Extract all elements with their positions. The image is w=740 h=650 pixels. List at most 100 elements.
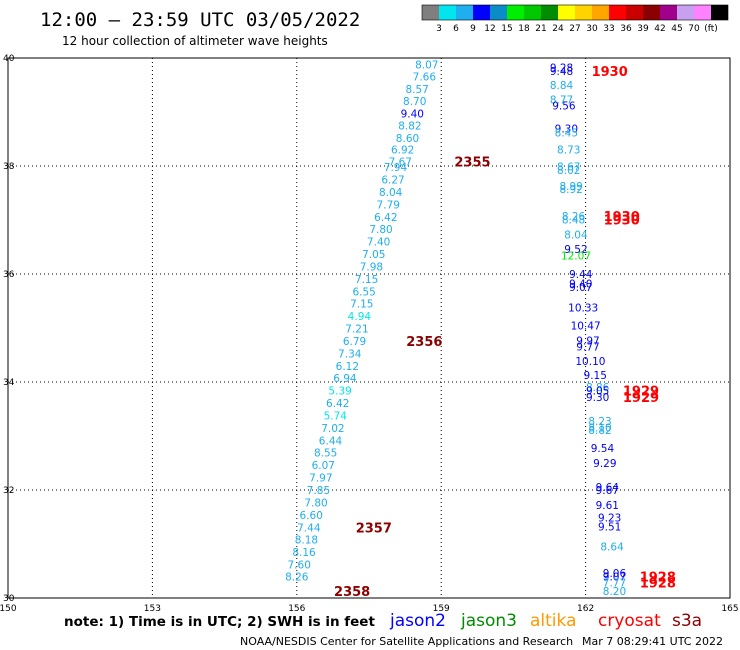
wave-height-point: 6.07 <box>312 460 335 472</box>
pass-time-label: 1929 <box>623 391 659 406</box>
plot-area: 150 153 156 159 162 1653032343638408.077.668.… <box>0 54 739 614</box>
wave-height-point: 7.66 <box>413 71 437 83</box>
wave-height-point: 7.44 <box>297 522 321 534</box>
legend-item-jason3: jason3 <box>460 611 517 631</box>
wave-height-point: 7.77 <box>603 577 626 589</box>
pass-time-label: 1928 <box>640 570 676 585</box>
wave-height-point: 7.80 <box>369 224 392 236</box>
plot-frame <box>7 57 731 599</box>
wave-height-point: 8.99 <box>559 181 582 193</box>
colorbar-label: 24 <box>552 24 564 34</box>
colorbar-label: 36 <box>620 24 632 34</box>
wave-height-point: 8.07 <box>415 59 438 71</box>
colorbar-label: 9 <box>470 24 476 34</box>
colorbar-label: 18 <box>518 24 530 34</box>
colorbar-swatch <box>558 5 575 20</box>
wave-height-point: 9.64 <box>596 482 620 494</box>
wave-height-point: 7.34 <box>338 348 362 360</box>
wave-height-point: 8.26 <box>562 211 586 223</box>
colorbar-label: 12 <box>484 24 495 34</box>
wave-height-point: 12.07 <box>561 251 591 263</box>
pass-time-label: 2357 <box>356 521 392 536</box>
colorbar-label: 21 <box>535 24 546 34</box>
wave-height-point: 7.05 <box>362 249 385 261</box>
wave-height-point: 8.20 <box>603 586 626 598</box>
chart-subtitle: 12 hour collection of altimeter wave hei… <box>62 34 328 48</box>
y-tick-label: 32 <box>3 486 14 496</box>
pass-time-label: 1930 <box>604 213 640 228</box>
legend-item-cryosat: cryosat <box>598 611 661 631</box>
pass-time-label: 2358 <box>334 585 370 600</box>
wave-height-point: 8.92 <box>559 184 582 196</box>
colorbar-swatch <box>677 5 694 20</box>
colorbar-label: 6 <box>453 24 459 34</box>
wave-height-point: 9.40 <box>401 109 424 121</box>
wave-height-point: 8.77 <box>550 95 573 107</box>
wave-height-point: 8.82 <box>588 425 611 437</box>
wave-height-point: 6.55 <box>352 286 375 298</box>
wave-height-point: 7.15 <box>350 299 373 311</box>
wave-height-point: 8.64 <box>600 542 624 554</box>
legend-item-altika: altika <box>530 611 577 631</box>
wave-height-point: 9.67 <box>596 485 619 497</box>
wave-height-point: 9.51 <box>598 522 621 534</box>
chart-title: 12:00 – 23:59 UTC 03/05/2022 <box>40 9 360 31</box>
wave-height-point: 9.40 <box>569 279 592 291</box>
footer-source: NOAA/NESDIS Center for Satellite Applica… <box>240 635 573 648</box>
wave-height-point: 9.28 <box>550 63 573 75</box>
colorbar-swatch <box>524 5 541 20</box>
color-scale-bar: 3 6 9 12 15 18 21 24 27 30 33 36 39 42 45 70 (ft) <box>421 4 729 34</box>
x-tick-label: 165 <box>721 604 738 614</box>
colorbar-swatch <box>609 5 626 20</box>
colorbar-swatch <box>422 5 439 20</box>
wave-height-point: 8.04 <box>564 230 588 242</box>
wave-height-point: 7.79 <box>377 199 400 211</box>
wave-height-point: 8.60 <box>396 133 419 145</box>
wave-height-point: 8.16 <box>292 547 316 559</box>
wave-height-point: 7.02 <box>321 423 344 435</box>
wave-height-point: 9.06 <box>603 568 627 580</box>
colorbar-swatch <box>643 5 660 20</box>
pass-time-label: 2355 <box>454 156 490 171</box>
wave-height-point: 10.47 <box>571 320 601 332</box>
wave-height-point: 7.85 <box>307 485 330 497</box>
wave-height-point: 8.48 <box>562 214 585 226</box>
pass-time-label: 1928 <box>640 576 676 591</box>
wave-height-point: 6.44 <box>319 435 343 447</box>
wave-height-point: 7.67 <box>389 157 412 169</box>
colorbar-label: (ft) <box>704 24 718 34</box>
colorbar-swatch <box>490 5 507 20</box>
wave-height-point: 8.86 <box>586 382 610 394</box>
wave-height-point: 5.39 <box>328 386 351 398</box>
x-tick-label: 156 <box>288 604 305 614</box>
pass-time-label: 1930 <box>604 210 640 225</box>
wave-height-point: 9.07 <box>569 282 592 294</box>
pass-time-label: 2356 <box>406 335 442 350</box>
colorbar-label: 42 <box>654 24 665 34</box>
wave-height-point: 6.92 <box>391 144 414 156</box>
wave-height-point: 8.84 <box>550 80 574 92</box>
wave-height-point: 8.18 <box>295 535 318 547</box>
wave-height-point: 6.42 <box>326 398 349 410</box>
wave-height-point: 6.12 <box>336 361 359 373</box>
wave-height-point: 9.97 <box>576 335 599 347</box>
wave-height-point: 8.02 <box>557 165 580 177</box>
wave-height-point: 8.57 <box>405 84 428 96</box>
wave-height-point: 8.70 <box>403 96 426 108</box>
wave-height-point: 9.56 <box>552 101 576 113</box>
wave-height-point: 7.98 <box>360 261 383 273</box>
colorbar-swatch <box>592 5 609 20</box>
satellite-legend: jason2 jason3 altika cryosat s3a <box>389 611 702 631</box>
wave-height-point: 6.79 <box>343 336 366 348</box>
footer-timestamp: Mar 7 08:29:41 UTC 2022 <box>582 635 723 648</box>
colorbar-border <box>421 4 729 21</box>
wave-height-point: 9.07 <box>603 571 626 583</box>
note-text: note: 1) Time is in UTC; 2) SWH is in fe… <box>64 614 375 630</box>
colorbar-label: 27 <box>569 24 580 34</box>
wave-height-point: 7.60 <box>288 560 311 572</box>
colorbar-label: 45 <box>671 24 682 34</box>
pass-time-label: 1930 <box>592 65 628 80</box>
wave-height-point: 8.82 <box>398 121 421 133</box>
wave-height-point: 8.04 <box>379 187 403 199</box>
colorbar-swatch <box>575 5 592 20</box>
